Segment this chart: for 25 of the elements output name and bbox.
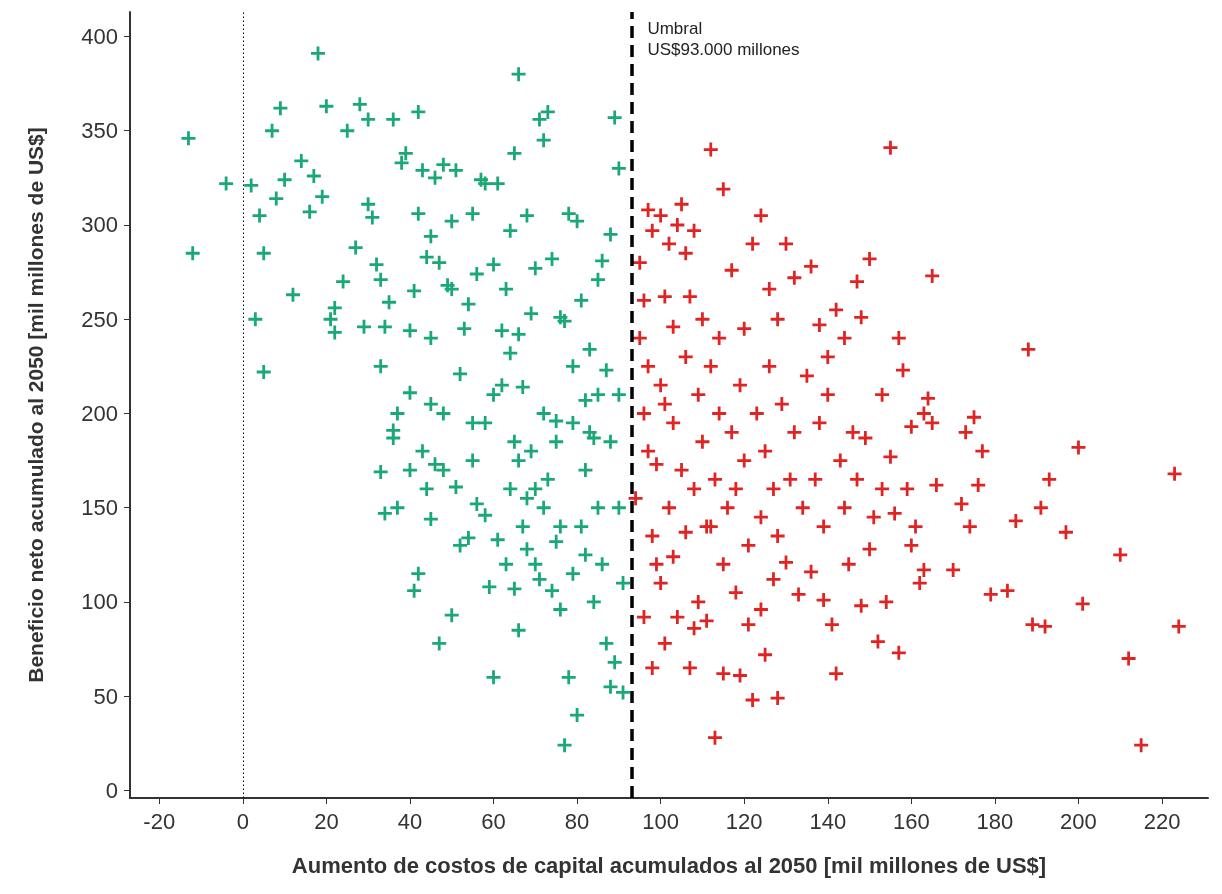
y-axis-title: Beneficio neto acumulado al 2050 [mil millones de US$] (24, 127, 47, 683)
ref-line-label: Umbral US$93.000 millones (647, 19, 800, 59)
y-tick-label: 150 (81, 495, 118, 521)
y-tick-label: 350 (81, 118, 118, 144)
y-tick-label: 250 (81, 306, 118, 332)
x-tick-label: 80 (564, 808, 590, 834)
x-tick-label: 200 (1060, 808, 1097, 834)
y-tick-label: 400 (81, 24, 118, 49)
x-tick-label: 100 (642, 808, 679, 834)
x-tick-label: 180 (976, 808, 1014, 834)
x-tick-label: -20 (143, 808, 176, 834)
x-axis-title: Aumento de costos de capital acumulados al 2050 [mil millones de US$] (291, 852, 1047, 878)
y-tick-label: 100 (81, 589, 118, 615)
y-tick-label: 300 (81, 212, 118, 238)
x-tick-label: 40 (397, 808, 423, 834)
y-tick-label: 200 (81, 400, 118, 426)
x-tick-label: 140 (809, 808, 847, 834)
y-tick-label: 0 (105, 777, 118, 803)
x-tick-label: 60 (481, 808, 506, 834)
x-tick-label: 220 (1143, 808, 1181, 834)
x-tick-label: 160 (892, 808, 930, 834)
x-tick-label: 20 (314, 808, 339, 834)
x-tick-label: 120 (725, 808, 763, 834)
y-tick-label: 50 (93, 683, 118, 709)
x-tick-label: 0 (236, 808, 249, 834)
